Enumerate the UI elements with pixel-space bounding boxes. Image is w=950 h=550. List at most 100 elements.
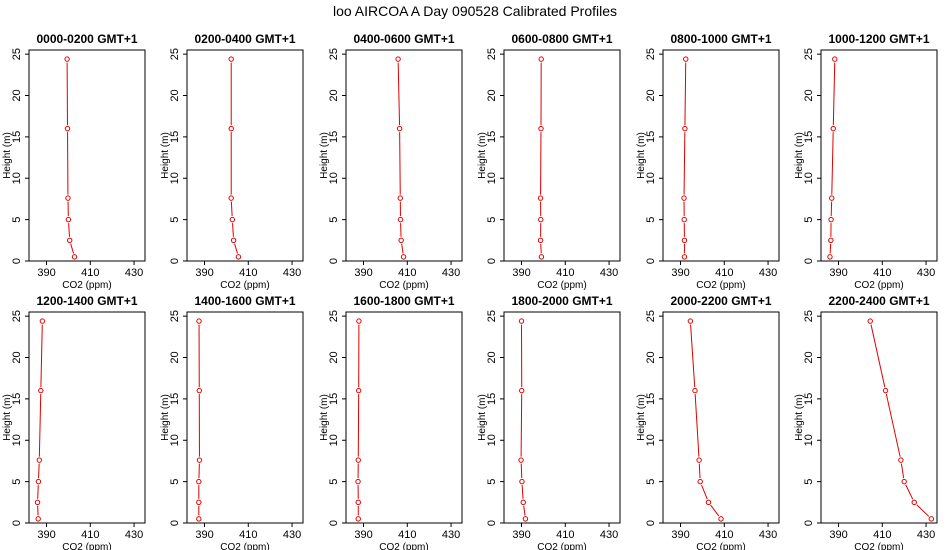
data-point — [35, 516, 41, 522]
profile-panel: 0600-0800 GMT+1 0 5 10 15 20 25 390 410 430 CO2 (p… — [477, 32, 621, 291]
y-tick-label: 5 — [11, 217, 23, 223]
x-tick-label: 390 — [354, 529, 372, 541]
x-tick-label: 430 — [917, 529, 935, 541]
y-tick-label: 20 — [803, 89, 815, 101]
y-tick-label: 20 — [11, 351, 23, 363]
series-segment — [710, 504, 720, 517]
data-point — [537, 237, 544, 244]
data-point — [36, 457, 42, 463]
y-tick-label: 15 — [11, 393, 23, 405]
data-point — [71, 254, 78, 260]
series-segment — [399, 132, 401, 195]
y-tick-label: 10 — [645, 172, 657, 184]
data-point — [911, 499, 917, 506]
plot-frame — [345, 311, 463, 524]
data-point — [705, 499, 712, 506]
y-tick-label: 10 — [328, 434, 340, 446]
data-point — [538, 254, 545, 260]
y-tick-label: 10 — [486, 434, 498, 446]
series-segment — [230, 201, 233, 217]
series-segment — [916, 504, 930, 517]
data-point — [827, 254, 833, 260]
series-segment — [690, 324, 696, 388]
panel-title: 2200-2400 GMT+1 — [828, 294, 929, 308]
data-point — [928, 516, 935, 522]
data-point — [355, 387, 362, 394]
data-point — [397, 216, 404, 223]
panel-title: 0000-0200 GMT+1 — [36, 32, 137, 46]
data-point — [718, 516, 724, 522]
y-tick-label: 15 — [486, 131, 498, 143]
data-point — [828, 216, 834, 223]
y-tick-label: 0 — [328, 520, 340, 526]
x-tick-label: 430 — [125, 267, 143, 279]
x-tick-label: 390 — [829, 267, 847, 279]
data-point — [355, 516, 361, 522]
series-segment — [683, 132, 686, 195]
y-tick-label: 25 — [803, 310, 815, 322]
data-point — [355, 499, 361, 506]
series-segment — [68, 223, 70, 237]
y-tick-label: 5 — [486, 217, 498, 223]
x-tick-label: 410 — [81, 529, 99, 541]
profile-panel: 2200-2400 GMT+1 0 5 10 15 20 25 390 410 430 CO2 (p… — [794, 294, 938, 550]
y-tick-label: 10 — [11, 434, 23, 446]
x-tick-label: 410 — [556, 267, 574, 279]
panel-title: 1400-1600 GMT+1 — [194, 294, 295, 308]
y-tick-label: 15 — [328, 393, 340, 405]
y-tick-label: 10 — [11, 172, 23, 184]
data-point — [196, 457, 203, 463]
series-segment — [832, 62, 836, 126]
y-tick-label: 5 — [645, 479, 657, 485]
y-axis-label: Height (m) — [2, 394, 13, 441]
data-point — [355, 457, 361, 463]
series-segment — [885, 393, 901, 457]
data-point — [228, 195, 234, 201]
x-tick-label: 410 — [239, 267, 257, 279]
y-axis-label: Height (m) — [477, 394, 488, 441]
series-segment — [829, 243, 832, 254]
x-tick-label: 390 — [195, 529, 213, 541]
profile-panel: 0400-0600 GMT+1 0 5 10 15 20 25 390 410 430 CO2 (p… — [319, 32, 463, 291]
x-axis-label: CO2 (ppm) — [220, 280, 269, 291]
y-tick-label: 25 — [645, 48, 657, 60]
series-segment — [521, 485, 524, 499]
panel-title: 1600-1800 GMT+1 — [353, 294, 454, 308]
x-axis-label: CO2 (ppm) — [379, 280, 428, 291]
x-axis-label: CO2 (ppm) — [220, 542, 269, 550]
data-point — [832, 56, 838, 62]
y-tick-label: 15 — [486, 393, 498, 405]
series-segment — [38, 463, 40, 479]
y-tick-label: 0 — [11, 258, 23, 264]
x-tick-label: 430 — [600, 267, 618, 279]
y-tick-label: 5 — [645, 217, 657, 223]
series-segment — [900, 463, 905, 479]
y-axis-label: Height (m) — [319, 394, 330, 441]
panel-title: 2000-2200 GMT+1 — [670, 294, 771, 308]
data-point — [228, 56, 234, 62]
x-tick-label: 410 — [556, 529, 574, 541]
y-tick-label: 10 — [645, 434, 657, 446]
y-axis-label: Height (m) — [319, 132, 330, 179]
x-axis-label: CO2 (ppm) — [62, 542, 111, 550]
series-segment — [38, 394, 42, 457]
y-tick-label: 0 — [486, 258, 498, 264]
data-point — [518, 318, 525, 324]
data-point — [400, 254, 407, 260]
data-point — [39, 318, 46, 324]
y-tick-label: 5 — [803, 479, 815, 485]
y-axis-label: Height (m) — [2, 132, 13, 179]
y-tick-label: 15 — [803, 131, 815, 143]
y-axis-label: Height (m) — [160, 394, 171, 441]
y-axis-label: Height (m) — [636, 132, 647, 179]
series-segment — [905, 484, 914, 500]
panel-title: 1000-1200 GMT+1 — [828, 32, 929, 46]
data-point — [522, 516, 529, 522]
x-tick-label: 390 — [671, 267, 689, 279]
plot-frame — [820, 311, 938, 524]
data-point — [397, 195, 403, 201]
y-tick-label: 5 — [328, 217, 340, 223]
panels-grid: 0000-0200 GMT+1 0 5 10 15 20 25 390 410 430 CO2 (p… — [2, 32, 938, 550]
data-point — [898, 457, 904, 463]
x-tick-label: 430 — [759, 267, 777, 279]
